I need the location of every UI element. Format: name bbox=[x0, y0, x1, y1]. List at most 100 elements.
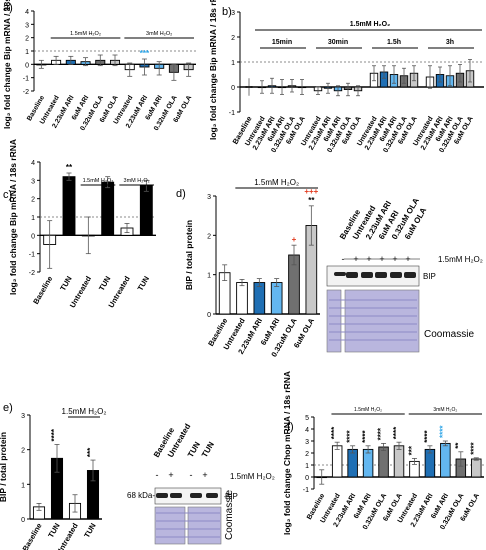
y-axis-label: BIP / total protein bbox=[0, 432, 8, 502]
panel-letter: e) bbox=[3, 402, 13, 414]
significance-mark: ** bbox=[454, 442, 463, 449]
marker-label: 68 kDa- bbox=[127, 491, 155, 500]
lane-label: TUN bbox=[200, 440, 216, 459]
y-tick-label: -1 bbox=[229, 110, 235, 117]
significance-mark: ** bbox=[308, 196, 315, 205]
y-tick-label: 1 bbox=[25, 49, 29, 56]
y-tick-label: -2 bbox=[23, 89, 29, 96]
y-tick-label: 0 bbox=[231, 85, 235, 92]
group-label: 3mM H₂O₂ bbox=[124, 178, 150, 184]
bar bbox=[139, 185, 153, 236]
panel-letter: b) bbox=[222, 6, 232, 18]
x-tick-label: TUN bbox=[46, 522, 62, 540]
y-tick-label: 3 bbox=[231, 10, 235, 17]
lane-sign: + bbox=[168, 470, 173, 480]
y-tick-label: 2 bbox=[31, 197, 35, 204]
y-tick-label: 0 bbox=[31, 233, 35, 240]
lane-label: TUN bbox=[186, 440, 202, 459]
timepoint-label: 30min bbox=[328, 39, 348, 46]
treatment-label: 1.5mM H₂O₂ bbox=[230, 472, 275, 481]
lane-sign: - bbox=[156, 470, 159, 480]
bip-band bbox=[361, 272, 373, 278]
y-tick-label: 0 bbox=[207, 312, 211, 319]
coomassie-gel bbox=[344, 289, 420, 353]
band-label: BIP bbox=[225, 492, 238, 501]
panel-c: c) -2 -1 0 1 2 3 4 log₂ fold change Bip mRNA / 1… bbox=[3, 139, 156, 309]
coomassie-lane bbox=[326, 289, 342, 353]
y-tick-label: 2 bbox=[25, 36, 29, 43]
x-tick-label: Baseline bbox=[21, 522, 44, 550]
blot-d: Baseline-Untreated+2.23uM ARI+6uM ARI+0.… bbox=[326, 196, 483, 353]
x-tick-label: TUN bbox=[97, 275, 113, 293]
significance-mark: **** bbox=[469, 441, 478, 454]
y-tick-label: 4 bbox=[25, 9, 29, 16]
x-tick-label: TUN bbox=[58, 275, 74, 293]
y-axis-label: log₂ fold change Bip mRNA / 18s rRNA bbox=[2, 0, 12, 129]
group-label: 1.5mM H₂O₂ bbox=[70, 31, 101, 37]
bip-band bbox=[156, 493, 168, 498]
bar bbox=[101, 181, 115, 236]
panel-a: a) -2 -1 0 1 2 3 4 log₂ fold change Bip mRNA / 1… bbox=[2, 0, 196, 132]
bar bbox=[347, 448, 358, 478]
significance-mark: **** bbox=[377, 427, 386, 440]
y-axis-label: log₂ fold change Bip mRNA / 18s rRNA bbox=[8, 139, 18, 295]
y-tick-label: -2 bbox=[29, 270, 35, 277]
x-tick-label: TUN bbox=[82, 522, 98, 540]
y-tick-label: 2 bbox=[21, 448, 25, 455]
bar bbox=[253, 282, 266, 315]
bar bbox=[270, 282, 283, 315]
y-tick-label: 3 bbox=[21, 413, 25, 420]
chart-title: 1.5mM H₂O₂ bbox=[350, 21, 390, 28]
y-axis-label: log₂ fold change Chop mRNA / 18s rRNA bbox=[282, 371, 292, 535]
y-tick-label: 1 bbox=[305, 463, 309, 470]
y-tick-label: 1 bbox=[231, 60, 235, 67]
bip-band bbox=[346, 272, 358, 278]
bip-band-strip bbox=[154, 487, 222, 505]
lane-sign: - bbox=[342, 254, 345, 264]
y-tick-label: 0 bbox=[305, 475, 309, 482]
bar bbox=[331, 445, 343, 478]
significance-mark: **** bbox=[50, 428, 59, 441]
significance-mark: **** bbox=[346, 429, 355, 442]
bar bbox=[236, 282, 248, 315]
bip-band bbox=[206, 493, 218, 498]
y-tick-label: 3 bbox=[305, 439, 309, 446]
y-tick-label: 3 bbox=[31, 178, 35, 185]
blot-e: Baseline-Untreated+TUN-TUN+ 1.5mM H₂O₂68 … bbox=[127, 422, 275, 545]
y-tick-label: 2 bbox=[231, 35, 235, 42]
x-tick-label: TUN bbox=[136, 275, 152, 293]
bar bbox=[393, 445, 405, 478]
stain-label: Coomassie bbox=[424, 329, 474, 340]
significance-mark: *** bbox=[407, 445, 416, 455]
significance-mark: **** bbox=[438, 425, 447, 438]
group-label: 1.5mM H₂O₂ bbox=[354, 407, 382, 413]
panel-letter: d) bbox=[176, 188, 186, 200]
lane-sign: + bbox=[202, 470, 207, 480]
stain-label: Coomassie bbox=[224, 490, 235, 540]
significance-mark: **** bbox=[423, 429, 432, 442]
y-axis-label: BIP / total protein bbox=[184, 220, 194, 290]
y-tick-label: 1 bbox=[31, 215, 35, 222]
y-tick-label: 1 bbox=[207, 273, 211, 280]
y-tick-label: -1 bbox=[303, 487, 309, 494]
panel-b: b) -1 0 1 2 3 log₂ fold change Bip mRNA / 18s … bbox=[208, 0, 484, 154]
bar bbox=[62, 176, 76, 236]
bar bbox=[440, 442, 451, 478]
group-label: 1.5mM H₂O₂ bbox=[83, 178, 114, 184]
bar bbox=[471, 458, 482, 478]
significance-mark: +++ bbox=[304, 187, 318, 196]
panel-letter: a) bbox=[3, 2, 13, 14]
treatment-label: 1.5mM H₂O₂ bbox=[438, 255, 483, 264]
significance-mark: **** bbox=[392, 426, 401, 439]
panel-letter: c) bbox=[3, 189, 12, 201]
x-tick-label: Baseline bbox=[31, 275, 54, 306]
bar bbox=[245, 86, 253, 88]
y-tick-label: 1 bbox=[21, 482, 25, 489]
significance-mark: + bbox=[292, 235, 297, 244]
lane-sign: - bbox=[190, 470, 193, 480]
bip-band bbox=[404, 272, 416, 278]
timepoint-label: 3h bbox=[446, 39, 454, 46]
y-tick-label: -1 bbox=[23, 76, 29, 83]
